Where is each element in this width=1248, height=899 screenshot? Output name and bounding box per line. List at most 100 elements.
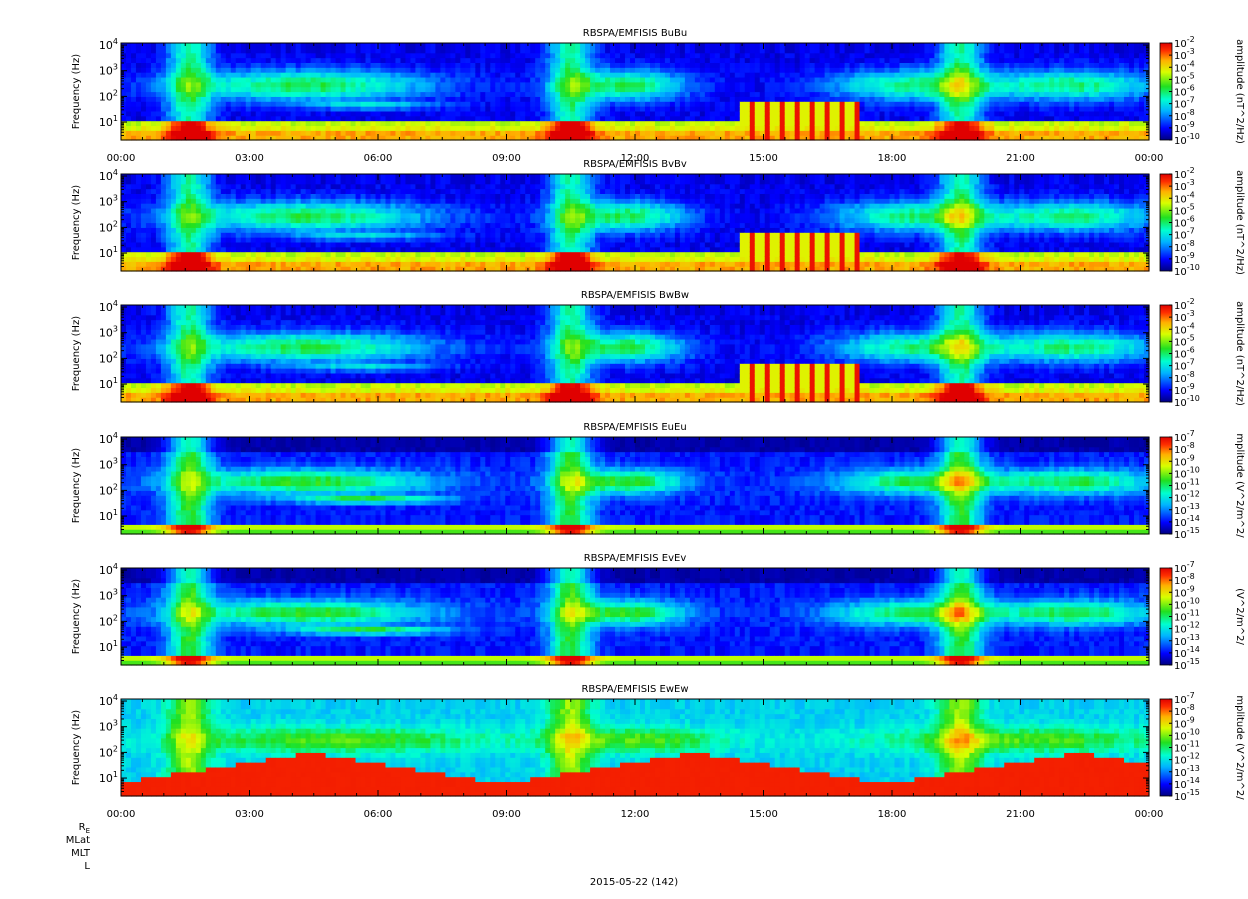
- heatmap-cell: [979, 125, 985, 130]
- heatmap-cell: [800, 87, 806, 92]
- heatmap-cell: [1104, 106, 1110, 111]
- heatmap-cell: [415, 125, 421, 130]
- heatmap-cell: [865, 116, 871, 121]
- heatmap-cell: [1019, 106, 1025, 111]
- heatmap-cell: [645, 87, 651, 92]
- heatmap-cell: [231, 116, 237, 121]
- x-tick-label: 09:00: [492, 153, 521, 164]
- heatmap-cell: [390, 111, 396, 116]
- heatmap-cell: [750, 67, 756, 72]
- heatmap-cell: [845, 92, 851, 97]
- heatmap-cell: [1104, 48, 1110, 53]
- heatmap-cell: [620, 96, 626, 101]
- heatmap-cell: [725, 67, 731, 72]
- heatmap-cell: [336, 82, 342, 87]
- heatmap-cell: [221, 223, 227, 228]
- heatmap-cell: [136, 125, 142, 130]
- heatmap-cell: [1089, 87, 1095, 92]
- heatmap-cell: [944, 96, 950, 101]
- heatmap-cell: [281, 130, 287, 135]
- heatmap-cell: [705, 72, 711, 77]
- heatmap-cell: [415, 130, 421, 135]
- heatmap-cell: [820, 130, 826, 135]
- heatmap-cell: [885, 43, 891, 48]
- heatmap-cell: [560, 62, 566, 67]
- heatmap-cell: [385, 96, 391, 101]
- heatmap-cell: [291, 72, 297, 77]
- heatmap-cell: [1069, 96, 1075, 101]
- heatmap-cell: [286, 121, 292, 126]
- heatmap-cell: [1059, 101, 1065, 106]
- heatmap-cell: [216, 218, 222, 223]
- heatmap-cell: [281, 252, 287, 257]
- heatmap-cell: [156, 261, 162, 266]
- heatmap-cell: [1079, 96, 1085, 101]
- heatmap-cell: [216, 77, 222, 82]
- heatmap-cell: [600, 62, 606, 67]
- heatmap-cell: [156, 189, 162, 194]
- heatmap-cell: [221, 232, 227, 237]
- heatmap-cell: [181, 53, 187, 58]
- heatmap-cell: [510, 82, 516, 87]
- heatmap-cell: [136, 53, 142, 58]
- heatmap-cell: [525, 67, 531, 72]
- heatmap-cell: [840, 121, 846, 126]
- heatmap-cell: [371, 43, 377, 48]
- heatmap-cell: [530, 116, 536, 121]
- heatmap-cell: [510, 67, 516, 72]
- heatmap-cell: [251, 237, 257, 242]
- heatmap-cell: [845, 82, 851, 87]
- heatmap-cell: [141, 261, 147, 266]
- heatmap-cell: [720, 106, 726, 111]
- heatmap-cell: [785, 96, 791, 101]
- heatmap-cell: [236, 121, 242, 126]
- heatmap-cell: [1089, 116, 1095, 121]
- heatmap-cell: [655, 82, 661, 87]
- heatmap-cell: [196, 62, 202, 67]
- heatmap-cell: [585, 116, 591, 121]
- heatmap-cell: [321, 77, 327, 82]
- heatmap-cell: [211, 130, 217, 135]
- heatmap-cell: [1029, 87, 1035, 92]
- heatmap-cell: [151, 247, 157, 252]
- heatmap-cell: [595, 67, 601, 72]
- heatmap-cell: [161, 247, 167, 252]
- heatmap-cell: [156, 174, 162, 179]
- heatmap-cell: [1009, 58, 1015, 63]
- heatmap-cell: [625, 87, 631, 92]
- heatmap-cell: [236, 256, 242, 261]
- heatmap-cell: [855, 82, 861, 87]
- heatmap-cell: [1054, 48, 1060, 53]
- heatmap-cell: [785, 58, 791, 63]
- heatmap-cell: [520, 116, 526, 121]
- heatmap-cell: [610, 121, 616, 126]
- heatmap-cell: [505, 111, 511, 116]
- heatmap-cell: [760, 111, 766, 116]
- heatmap-cell: [141, 58, 147, 63]
- heatmap-cell: [979, 72, 985, 77]
- heatmap-cell: [625, 62, 631, 67]
- heatmap-cell: [1004, 82, 1010, 87]
- heatmap-cell: [191, 106, 197, 111]
- heatmap-cell: [815, 87, 821, 92]
- heatmap-cell: [346, 82, 352, 87]
- heatmap-cell: [221, 237, 227, 242]
- heatmap-cell: [166, 130, 172, 135]
- heatmap-cell: [395, 92, 401, 97]
- heatmap-cell: [191, 111, 197, 116]
- heatmap-cell: [745, 130, 751, 135]
- heatmap-cell: [580, 111, 586, 116]
- heatmap-cell: [765, 53, 771, 58]
- heatmap-cell: [500, 62, 506, 67]
- heatmap-cell: [1059, 116, 1065, 121]
- heatmap-cell: [236, 53, 242, 58]
- heatmap-cell: [480, 53, 486, 58]
- heatmap-cell: [655, 87, 661, 92]
- heatmap-cell: [216, 261, 222, 266]
- heatmap-cell: [460, 87, 466, 92]
- y-tick-label: 103: [99, 63, 118, 78]
- heatmap-cell: [400, 72, 406, 77]
- y-tick-label: 101: [99, 114, 118, 129]
- heatmap-cell: [405, 58, 411, 63]
- heatmap-cell: [266, 193, 272, 198]
